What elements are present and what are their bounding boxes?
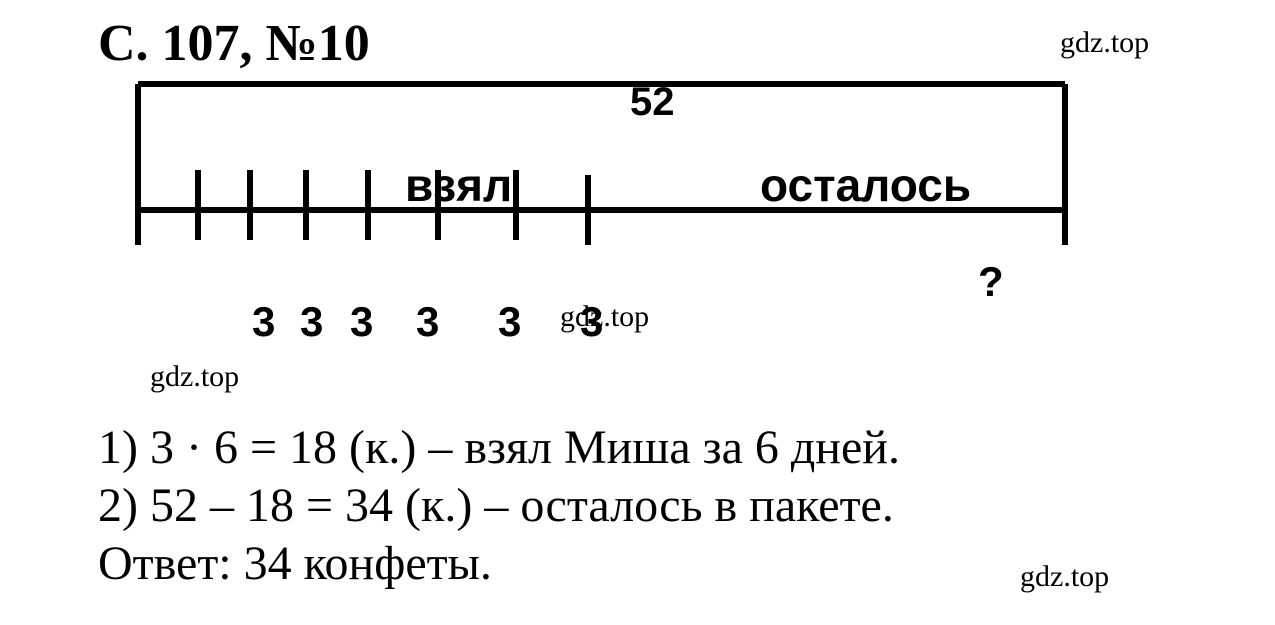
page-root: С. 107, №10 gdz.top gdz.top gdz.top gdz.top… bbox=[0, 0, 1275, 625]
diagram-question-mark: ? bbox=[978, 258, 1004, 306]
segment-label-0: взял bbox=[405, 158, 512, 212]
solution-line-1: 2) 52 – 18 = 34 (к.) – осталось в пакете… bbox=[98, 478, 894, 533]
tick-value-0: 3 bbox=[252, 298, 275, 346]
solution-line-2: Ответ: 34 конфеты. bbox=[98, 536, 492, 591]
tick-value-2: 3 bbox=[350, 298, 373, 346]
solution-line-0: 1) 3 · 6 = 18 (к.) – взял Миша за 6 дней… bbox=[98, 420, 900, 475]
segment-label-1: осталось bbox=[760, 158, 971, 212]
tick-value-3: 3 bbox=[416, 298, 439, 346]
tick-value-4: 3 bbox=[498, 298, 521, 346]
watermark-3: gdz.top bbox=[1020, 560, 1109, 594]
diagram-total-label: 52 bbox=[630, 80, 675, 125]
tick-value-1: 3 bbox=[300, 298, 323, 346]
page-heading: С. 107, №10 bbox=[98, 14, 370, 73]
tick-value-5: 3 bbox=[580, 298, 603, 346]
watermark-0: gdz.top bbox=[1060, 26, 1149, 60]
watermark-2: gdz.top bbox=[150, 360, 239, 394]
watermark-1: gdz.top bbox=[560, 300, 649, 334]
